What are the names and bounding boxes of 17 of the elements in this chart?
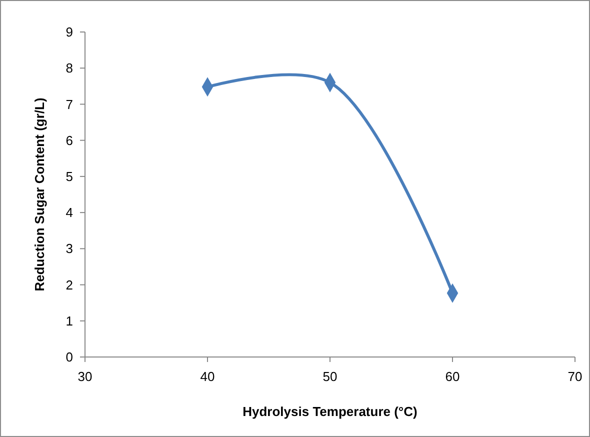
x-tick-label: 40 bbox=[200, 369, 215, 384]
y-tick-label: 8 bbox=[66, 60, 73, 76]
y-tick-label: 3 bbox=[66, 241, 73, 256]
y-tick-label: 4 bbox=[66, 205, 73, 220]
x-tick-label: 70 bbox=[568, 369, 582, 384]
y-tick-label: 0 bbox=[66, 350, 73, 365]
y-tick-label: 6 bbox=[66, 132, 73, 148]
y-tick-label: 2 bbox=[66, 277, 73, 292]
x-tick-label: 50 bbox=[322, 369, 338, 384]
y-tick-label: 7 bbox=[66, 96, 73, 112]
x-axis-title: Hydrolysis Temperature (°C) bbox=[242, 404, 418, 419]
x-tick-label: 60 bbox=[445, 369, 460, 384]
x-tick-label: 30 bbox=[78, 369, 92, 384]
y-tick-label: 1 bbox=[66, 313, 73, 328]
y-axis-title: Reduction Sugar Content (gr/L) bbox=[32, 98, 47, 292]
y-tick-label: 5 bbox=[66, 168, 73, 184]
y-tick-label: 9 bbox=[66, 24, 73, 40]
